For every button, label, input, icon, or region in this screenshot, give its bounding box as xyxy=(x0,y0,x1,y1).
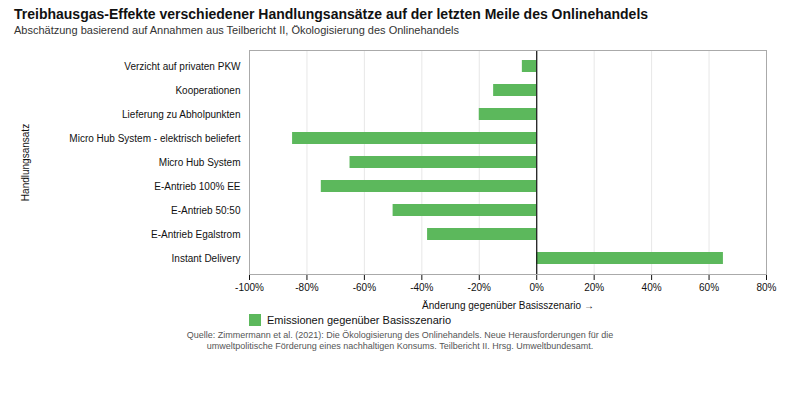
svg-text:Micro Hub System - elektrisch: Micro Hub System - elektrisch beliefert xyxy=(69,133,240,144)
svg-text:-40%: -40% xyxy=(410,282,433,293)
svg-text:Verzicht auf privaten PKW: Verzicht auf privaten PKW xyxy=(124,61,241,72)
svg-text:E-Antrieb 50:50: E-Antrieb 50:50 xyxy=(171,205,241,216)
svg-text:Handlungsansatz: Handlungsansatz xyxy=(20,124,31,201)
html-text:Emissionen gegenüber Basisszen: Emissionen gegenüber Basisszenario xyxy=(267,314,452,326)
svg-text:0%: 0% xyxy=(529,282,544,293)
svg-text:Micro Hub System: Micro Hub System xyxy=(159,157,241,168)
svg-text:Lieferung zu Abholpunkten: Lieferung zu Abholpunkten xyxy=(122,109,240,120)
svg-text:-60%: -60% xyxy=(353,282,376,293)
svg-text:E-Antrieb 100% EE: E-Antrieb 100% EE xyxy=(154,181,240,192)
svg-text:Instant Delivery: Instant Delivery xyxy=(172,253,241,264)
html-text:Treibhausgas-Effekte verschied: Treibhausgas-Effekte verschiedener Handl… xyxy=(14,6,649,22)
svg-text:60%: 60% xyxy=(699,282,719,293)
svg-text:20%: 20% xyxy=(584,282,604,293)
html-text:Abschätzung basierend auf Anna: Abschätzung basierend auf Annahmen aus T… xyxy=(14,24,459,36)
svg-text:Kooperationen: Kooperationen xyxy=(175,85,240,96)
svg-text:E-Antrieb Egalstrom: E-Antrieb Egalstrom xyxy=(151,229,240,240)
svg-text:-100%: -100% xyxy=(235,282,264,293)
svg-text:80%: 80% xyxy=(756,282,776,293)
svg-text:40%: 40% xyxy=(642,282,662,293)
svg-text:Änderung gegenüber Basisszenar: Änderung gegenüber Basisszenario → xyxy=(422,300,594,311)
svg-text:-20%: -20% xyxy=(468,282,491,293)
html-text:Quelle: Zimmermann et al. (202: Quelle: Zimmermann et al. (2021): Die Ök… xyxy=(186,330,614,352)
svg-text:-80%: -80% xyxy=(295,282,318,293)
